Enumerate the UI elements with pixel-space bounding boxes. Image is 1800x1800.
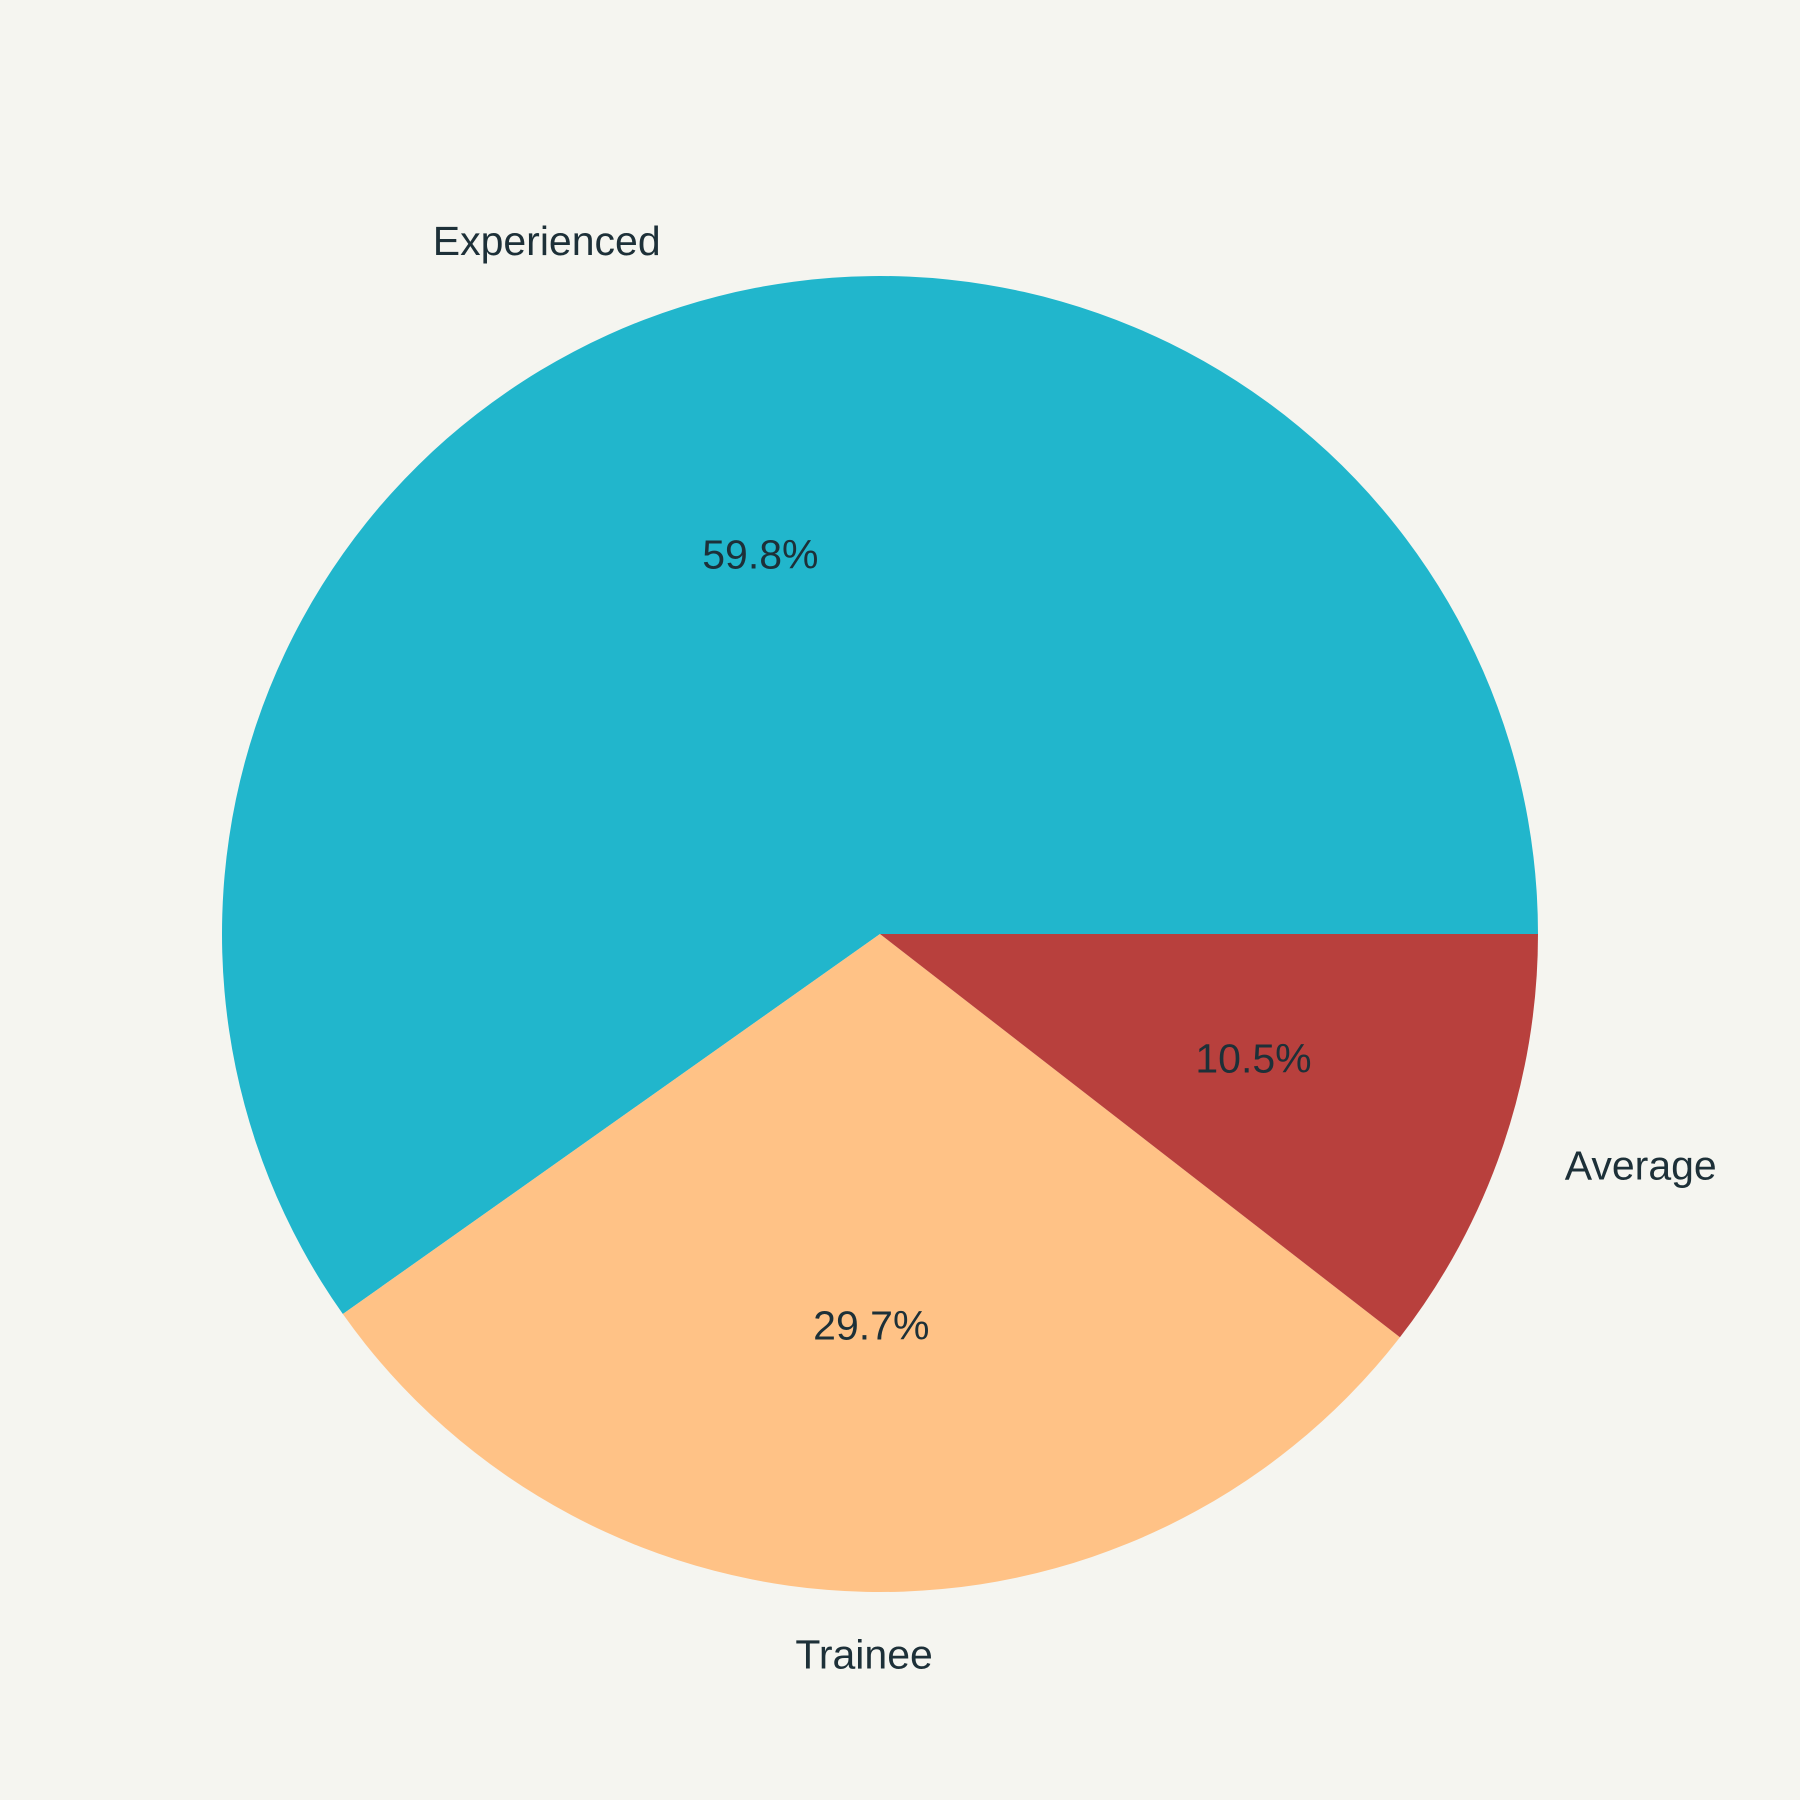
pie-labels: Experienced 59.8% Trainee 29.7% Average 10.5% bbox=[433, 218, 1717, 1677]
pie-slice-experienced bbox=[222, 276, 1539, 1315]
value-label-average: 10.5% bbox=[1195, 1036, 1311, 1082]
pie-slice-trainee bbox=[342, 934, 1400, 1592]
value-label-experienced: 59.8% bbox=[702, 532, 818, 578]
category-label-experienced: Experienced bbox=[433, 218, 661, 264]
value-label-trainee: 29.7% bbox=[813, 1303, 929, 1349]
pie-slice-average bbox=[880, 934, 1538, 1338]
pie-slices bbox=[222, 276, 1539, 1592]
category-label-trainee: Trainee bbox=[795, 1631, 933, 1677]
category-label-average: Average bbox=[1565, 1142, 1717, 1188]
